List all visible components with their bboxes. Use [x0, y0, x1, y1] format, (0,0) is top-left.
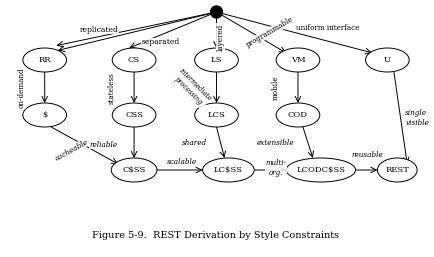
Text: $: $ — [42, 111, 47, 119]
Text: Figure 5-9.  REST Derivation by Style Constraints: Figure 5-9. REST Derivation by Style Con… — [92, 231, 339, 240]
Ellipse shape — [377, 158, 416, 182]
Text: replicated: replicated — [80, 26, 118, 34]
Ellipse shape — [365, 48, 408, 72]
Ellipse shape — [276, 48, 319, 72]
Ellipse shape — [23, 48, 66, 72]
Text: separated: separated — [141, 38, 180, 46]
Ellipse shape — [112, 103, 155, 127]
Text: cacheable: cacheable — [53, 137, 89, 162]
Text: uniform interface: uniform interface — [295, 24, 358, 32]
Ellipse shape — [111, 158, 157, 182]
Text: mobile: mobile — [272, 76, 279, 100]
Text: LC$SS: LC$SS — [214, 166, 242, 174]
Ellipse shape — [286, 158, 355, 182]
Text: COD: COD — [287, 111, 307, 119]
Ellipse shape — [194, 103, 238, 127]
Text: U: U — [383, 56, 390, 64]
Text: multi-
org.: multi- org. — [265, 159, 286, 177]
Text: REST: REST — [385, 166, 408, 174]
Ellipse shape — [23, 103, 66, 127]
Ellipse shape — [202, 158, 254, 182]
Text: layered: layered — [216, 23, 224, 51]
Text: CS: CS — [128, 56, 140, 64]
Text: extensible: extensible — [256, 139, 293, 147]
Circle shape — [210, 6, 222, 18]
Ellipse shape — [112, 48, 155, 72]
Text: reliable: reliable — [89, 141, 117, 149]
Text: programmable: programmable — [244, 15, 295, 49]
Text: C$SS: C$SS — [122, 166, 145, 174]
Ellipse shape — [276, 103, 319, 127]
Text: LCODC$SS: LCODC$SS — [296, 166, 345, 174]
Text: reusable: reusable — [351, 151, 382, 159]
Text: scalable: scalable — [166, 158, 196, 166]
Ellipse shape — [194, 48, 238, 72]
Text: LS: LS — [210, 56, 222, 64]
Text: on-demand: on-demand — [18, 68, 26, 108]
Text: single
visible: single visible — [404, 109, 428, 127]
Text: CSS: CSS — [125, 111, 143, 119]
Text: VM: VM — [290, 56, 305, 64]
Text: LCS: LCS — [207, 111, 225, 119]
Text: stateless: stateless — [107, 72, 115, 104]
Text: intermediate
processing: intermediate processing — [170, 67, 213, 109]
Text: shared: shared — [181, 139, 206, 147]
Text: RR: RR — [38, 56, 51, 64]
